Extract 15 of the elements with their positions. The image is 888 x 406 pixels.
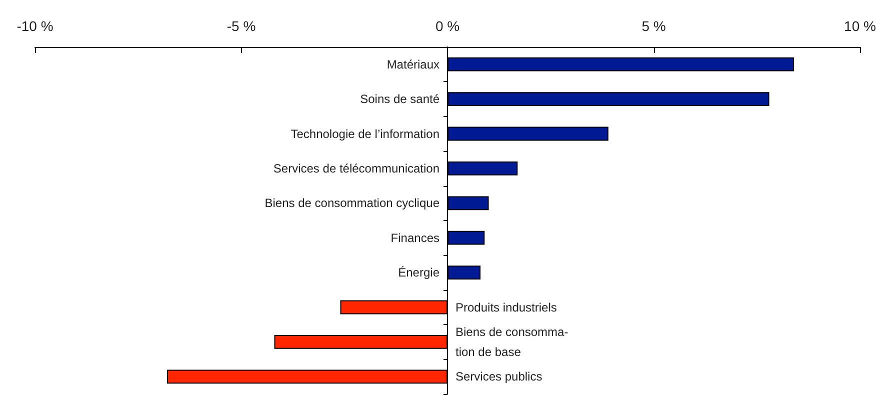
y-tick-label: Biens de consomma- tion de base <box>456 324 568 359</box>
y-tick-label: Produits industriels <box>456 300 557 314</box>
y-tick-label: Matériaux <box>386 57 440 72</box>
y-tick-label: Technologie de l’information <box>290 126 440 141</box>
x-tick-label: 5 % <box>642 18 666 34</box>
y-tick-label: Soins de santé <box>360 92 440 106</box>
x-tick-label: -10 % <box>16 18 54 34</box>
y-tick-label: Finances <box>390 230 440 245</box>
x-tick-label: -5 % <box>226 18 256 34</box>
x-tick-label: 0 % <box>435 18 460 34</box>
y-tick-label: Énergie <box>398 266 440 280</box>
x-tick-label: 10 % <box>844 18 876 34</box>
y-tick-label: Services de télécommunication <box>273 161 440 176</box>
y-tick-label: Services publics <box>456 370 542 384</box>
y-tick-label: Biens de consommation cyclique <box>264 196 440 210</box>
